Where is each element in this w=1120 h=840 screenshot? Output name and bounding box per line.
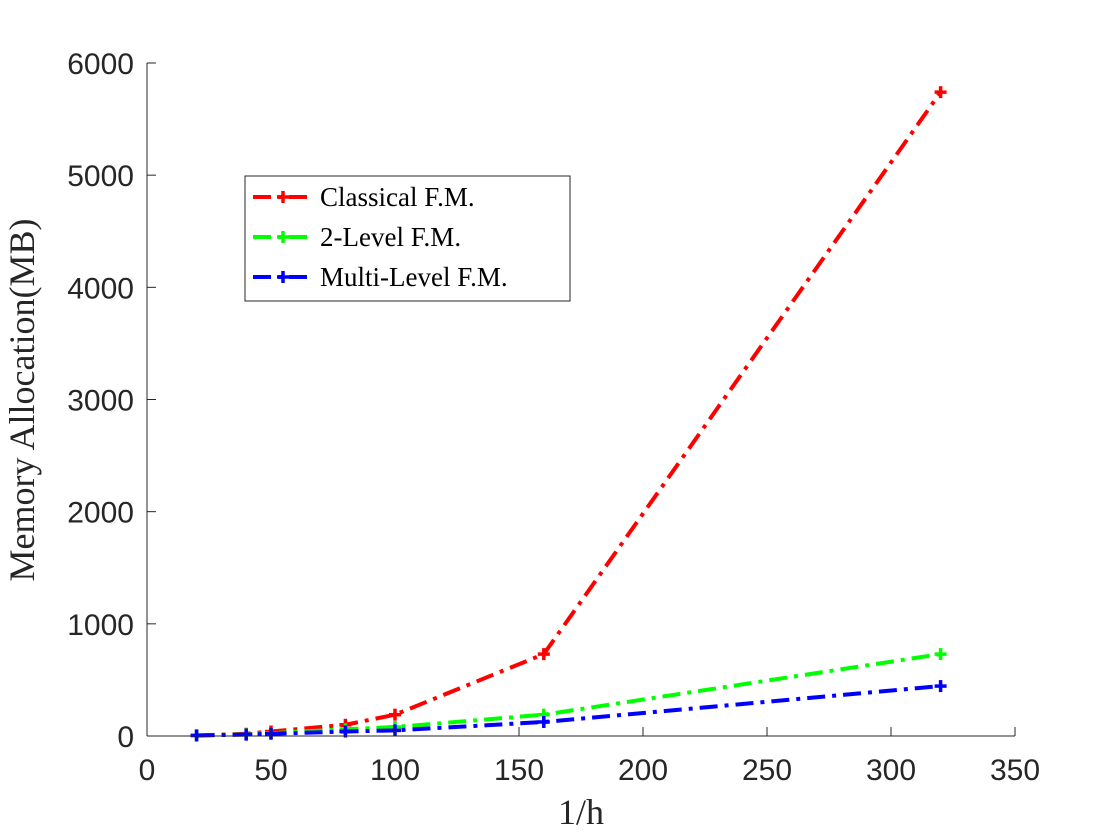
- x-tick-label: 250: [742, 754, 792, 787]
- legend-entry: Multi-Level F.M.: [253, 262, 508, 292]
- data-point-marker: [537, 715, 550, 728]
- x-tick-label: 350: [990, 754, 1040, 787]
- data-point-marker: [934, 648, 947, 661]
- legend-label: 2-Level F.M.: [320, 222, 461, 252]
- y-tick-label: 1000: [67, 609, 134, 642]
- legend-marker: [277, 231, 289, 243]
- y-tick-label: 2000: [67, 497, 134, 530]
- y-tick-label: 6000: [67, 48, 134, 81]
- x-tick-label: 0: [139, 754, 156, 787]
- y-tick-label: 0: [117, 721, 134, 754]
- y-tick-label: 5000: [67, 160, 134, 193]
- x-tick-label: 50: [254, 754, 287, 787]
- y-tick-label: 4000: [67, 272, 134, 305]
- x-tick-label: 150: [494, 754, 544, 787]
- legend-entry: Classical F.M.: [253, 182, 475, 212]
- legend-marker: [277, 191, 289, 203]
- y-axis-label: Memory Allocation(MB): [2, 219, 42, 582]
- x-tick-label: 100: [370, 754, 420, 787]
- data-point-marker: [190, 729, 203, 742]
- legend-marker: [277, 271, 289, 283]
- legend-label: Classical F.M.: [320, 182, 475, 212]
- data-point-marker: [537, 648, 550, 661]
- ticks-layer: 0 50 100 150 200 250 300 350 0 1000 2000 3000 4000 50…: [67, 48, 1040, 787]
- x-tick-label: 200: [618, 754, 668, 787]
- legend-label: Multi-Level F.M.: [320, 262, 508, 292]
- legend-items: Classical F.M. 2-Level F.M. Multi-Level F.…: [253, 182, 508, 292]
- plot-area: [147, 63, 1015, 736]
- legend: Classical F.M. 2-Level F.M. Multi-Level F.…: [244, 175, 571, 302]
- x-axis-label: 1/h: [558, 792, 604, 832]
- data-point-marker: [934, 86, 947, 99]
- data-point-marker: [389, 708, 401, 721]
- legend-entry: 2-Level F.M.: [253, 222, 461, 252]
- x-tick-label: 300: [866, 754, 916, 787]
- data-point-marker: [934, 680, 947, 693]
- data-point-marker: [240, 728, 253, 741]
- y-tick-label: 3000: [67, 385, 134, 418]
